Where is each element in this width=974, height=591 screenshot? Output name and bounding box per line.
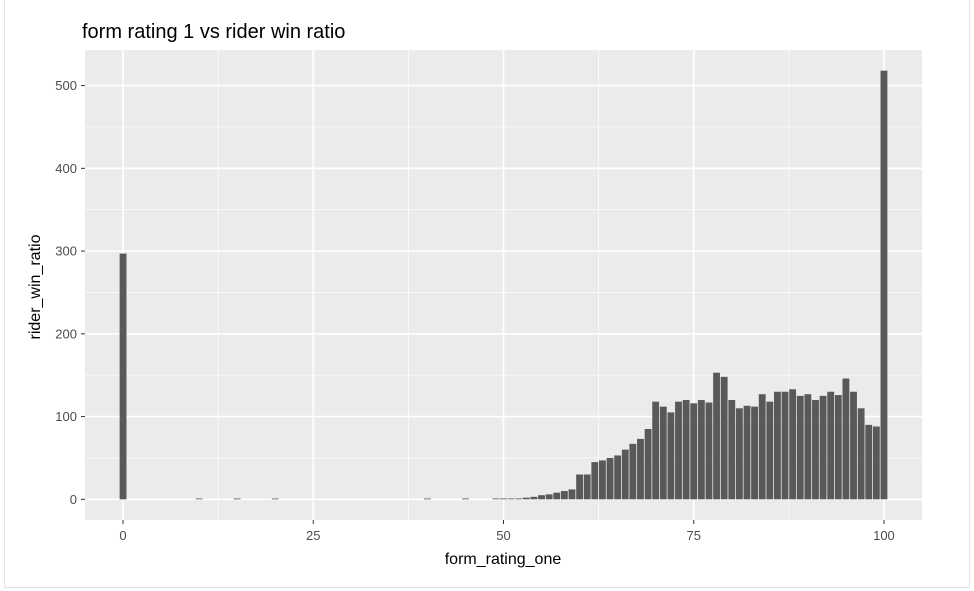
bar: [865, 424, 873, 500]
bar: [500, 498, 507, 500]
bar: [880, 70, 888, 500]
bar: [545, 494, 553, 500]
bar: [530, 496, 538, 500]
bar: [743, 405, 751, 500]
bar: [119, 253, 127, 500]
bar: [271, 498, 279, 500]
x-tick-label: 0: [119, 528, 126, 543]
bar: [697, 400, 705, 500]
bar: [804, 394, 812, 500]
bar: [606, 457, 614, 500]
bar: [598, 460, 606, 500]
x-axis-title: form_rating_one: [445, 551, 562, 568]
bar: [195, 498, 203, 500]
bar: [819, 395, 827, 500]
bar: [827, 391, 835, 500]
bar: [812, 400, 819, 500]
bar: [515, 498, 523, 500]
bar: [781, 391, 789, 500]
bar: [652, 401, 660, 500]
bar: [576, 474, 584, 500]
bar: [842, 378, 850, 500]
bar: [735, 408, 743, 500]
bar: [507, 498, 515, 500]
bars: [119, 70, 888, 500]
bar: [568, 489, 576, 500]
bar: [667, 412, 675, 500]
y-tick-label: 500: [55, 78, 77, 93]
bar: [766, 401, 774, 500]
bar: [659, 406, 667, 500]
bar: [857, 408, 865, 500]
bar: [834, 395, 842, 500]
bar: [705, 402, 713, 500]
y-tick-label: 0: [70, 492, 77, 507]
bar: [462, 498, 469, 500]
bar: [850, 391, 857, 500]
bar: [233, 498, 241, 500]
x-tick-label: 25: [306, 528, 320, 543]
bar: [682, 400, 690, 500]
y-tick-label: 200: [55, 326, 77, 341]
chart-title: form rating 1 vs rider win ratio: [82, 21, 345, 43]
x-axis: 0 25 50 75 100: [119, 520, 895, 543]
y-axis: 0 100 200 300 400 500: [55, 78, 85, 507]
bar: [492, 498, 500, 500]
bar: [614, 455, 622, 500]
bar: [720, 376, 728, 500]
y-tick-label: 100: [55, 409, 77, 424]
bar: [629, 443, 637, 500]
bar: [522, 497, 530, 500]
bar: [751, 406, 759, 500]
bar: [713, 372, 720, 500]
bar: [583, 474, 591, 500]
bar: [675, 401, 682, 500]
x-tick-label: 50: [496, 528, 510, 543]
bar: [789, 389, 797, 500]
bar: [553, 492, 561, 500]
bar: [728, 400, 736, 500]
bar: [758, 394, 766, 500]
bar: [796, 395, 804, 500]
y-tick-label: 400: [55, 161, 77, 176]
x-tick-label: 100: [873, 528, 895, 543]
chart-frame: [4, 0, 970, 588]
bar: [644, 428, 652, 500]
bar: [591, 462, 599, 500]
y-axis-title: rider_win_ratio: [27, 234, 44, 339]
bar: [690, 403, 698, 500]
bar: [637, 438, 644, 500]
x-tick-label: 75: [686, 528, 700, 543]
bar: [538, 495, 545, 500]
bar: [621, 449, 629, 500]
y-tick-label: 300: [55, 244, 77, 259]
bar: [872, 426, 880, 500]
bar: [560, 491, 568, 500]
bar: [423, 498, 431, 500]
bar: [774, 391, 781, 500]
